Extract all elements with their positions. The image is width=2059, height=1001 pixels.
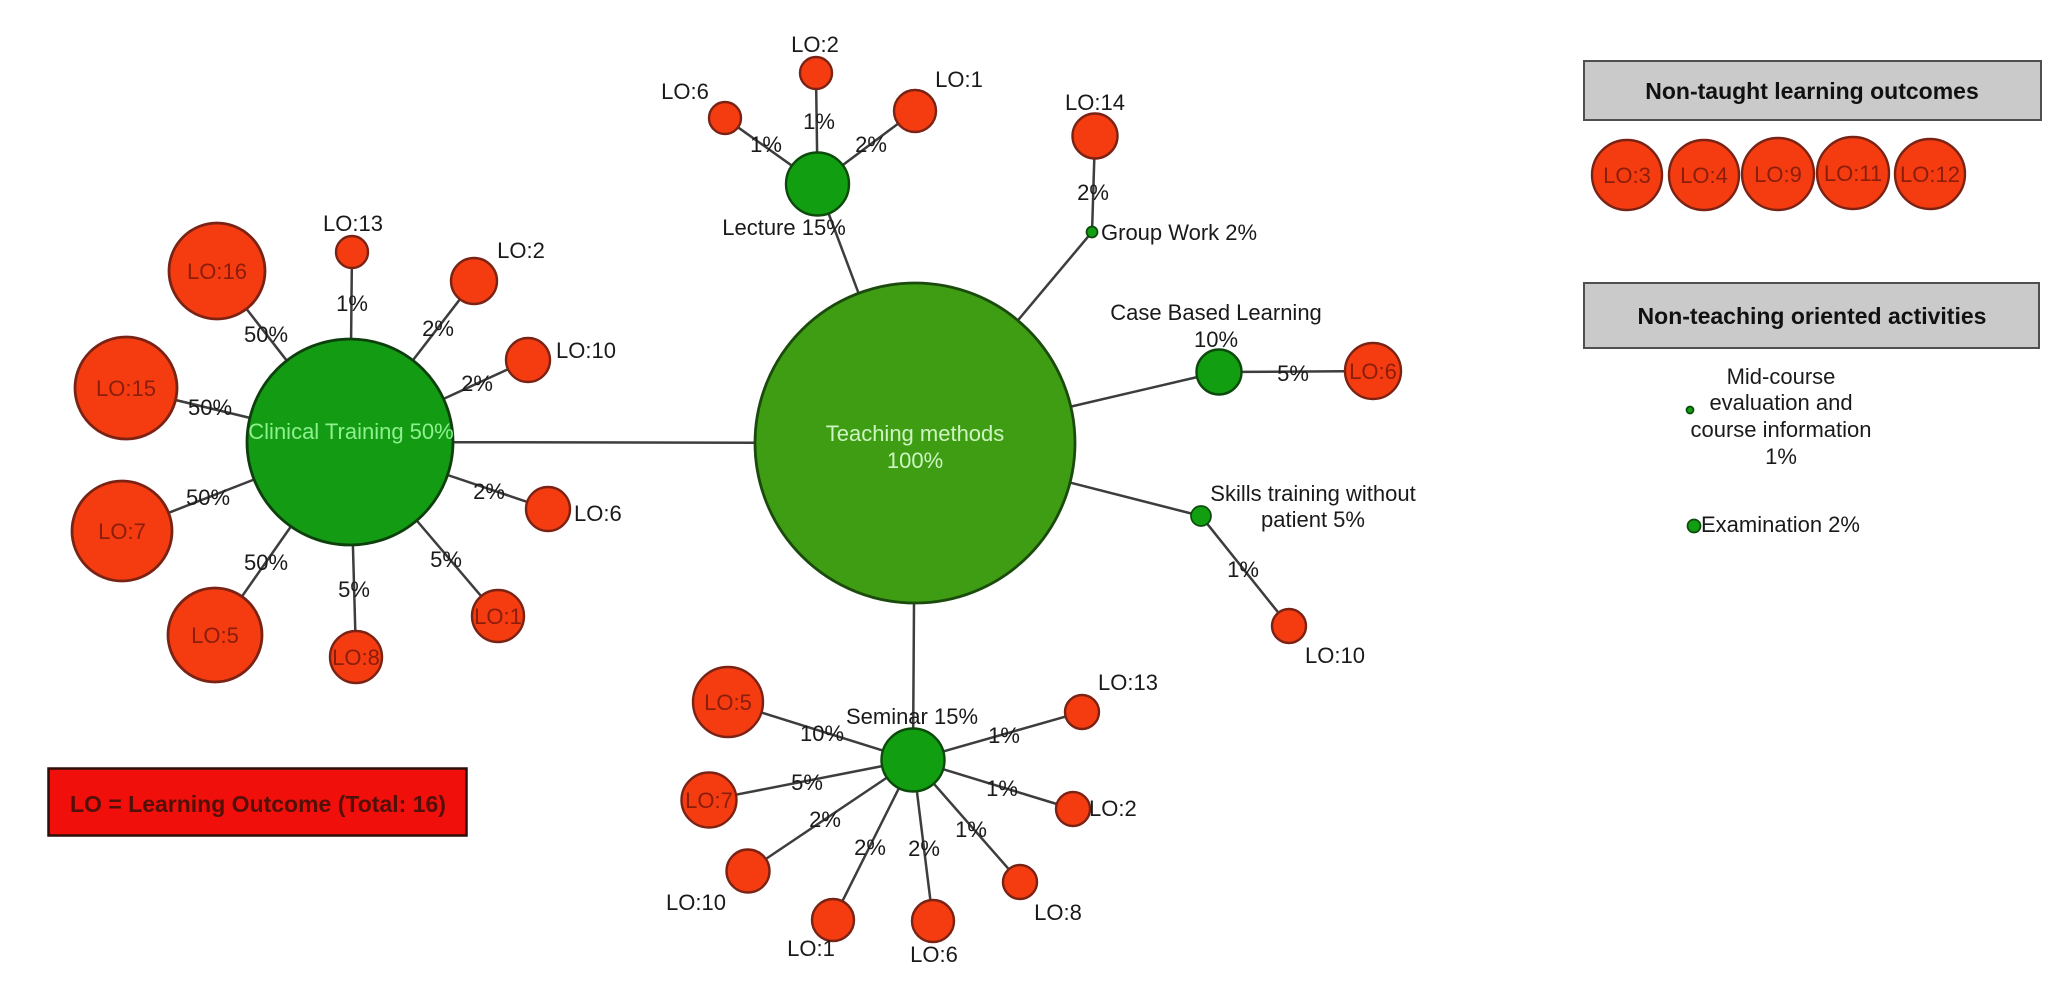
svg-text:LO:14: LO:14 xyxy=(1065,90,1125,115)
svg-text:Mid-course: Mid-course xyxy=(1727,364,1836,389)
svg-text:LO:2: LO:2 xyxy=(791,32,839,57)
svg-text:1%: 1% xyxy=(336,291,368,316)
svg-text:1%: 1% xyxy=(1765,444,1797,469)
svg-text:Clinical Training 50%: Clinical Training 50% xyxy=(248,419,453,444)
svg-text:10%: 10% xyxy=(800,721,844,746)
svg-text:LO:3: LO:3 xyxy=(1603,163,1651,188)
svg-text:LO = Learning Outcome (Total:: LO = Learning Outcome (Total: 16) xyxy=(70,791,446,817)
svg-text:50%: 50% xyxy=(186,485,230,510)
svg-text:2%: 2% xyxy=(422,316,454,341)
svg-text:course information: course information xyxy=(1691,417,1872,442)
svg-text:LO:9: LO:9 xyxy=(1754,162,1802,187)
svg-text:2%: 2% xyxy=(908,836,940,861)
svg-text:Teaching methods: Teaching methods xyxy=(826,421,1005,446)
svg-text:2%: 2% xyxy=(473,479,505,504)
svg-text:1%: 1% xyxy=(803,109,835,134)
svg-text:LO:1: LO:1 xyxy=(787,936,835,961)
svg-text:10%: 10% xyxy=(1194,327,1238,352)
svg-text:LO:6: LO:6 xyxy=(1349,359,1397,384)
svg-text:LO:11: LO:11 xyxy=(1824,161,1882,186)
svg-text:LO:1: LO:1 xyxy=(935,67,983,92)
svg-text:LO:1: LO:1 xyxy=(474,604,522,629)
svg-text:LO:6: LO:6 xyxy=(661,79,709,104)
svg-text:LO:8: LO:8 xyxy=(1034,900,1082,925)
svg-text:LO:7: LO:7 xyxy=(98,519,146,544)
svg-text:LO:16: LO:16 xyxy=(187,259,247,284)
svg-text:Lecture 15%: Lecture 15% xyxy=(722,215,846,240)
svg-text:LO:12: LO:12 xyxy=(1900,162,1960,187)
svg-text:LO:13: LO:13 xyxy=(1098,670,1158,695)
svg-text:5%: 5% xyxy=(1277,361,1309,386)
svg-text:LO:6: LO:6 xyxy=(574,501,622,526)
svg-text:LO:5: LO:5 xyxy=(704,690,752,715)
svg-text:LO:10: LO:10 xyxy=(1305,643,1365,668)
svg-text:LO:10: LO:10 xyxy=(556,338,616,363)
svg-text:LO:2: LO:2 xyxy=(497,238,545,263)
svg-text:2%: 2% xyxy=(809,807,841,832)
svg-text:LO:8: LO:8 xyxy=(332,645,380,670)
svg-text:1%: 1% xyxy=(988,723,1020,748)
svg-text:Non-taught learning outcomes: Non-taught learning outcomes xyxy=(1645,78,1979,104)
svg-text:Case Based Learning: Case Based Learning xyxy=(1110,300,1322,325)
svg-text:1%: 1% xyxy=(986,776,1018,801)
svg-text:evaluation and: evaluation and xyxy=(1709,390,1852,415)
svg-text:5%: 5% xyxy=(791,770,823,795)
svg-text:1%: 1% xyxy=(750,132,782,157)
svg-text:100%: 100% xyxy=(887,448,943,473)
svg-text:50%: 50% xyxy=(244,322,288,347)
svg-text:5%: 5% xyxy=(338,577,370,602)
svg-text:Non-teaching oriented activiti: Non-teaching oriented activities xyxy=(1638,303,1987,329)
svg-text:Examination 2%: Examination 2% xyxy=(1701,512,1860,537)
svg-text:LO:5: LO:5 xyxy=(191,623,239,648)
svg-text:50%: 50% xyxy=(188,395,232,420)
svg-text:5%: 5% xyxy=(430,547,462,572)
svg-text:2%: 2% xyxy=(461,371,493,396)
svg-text:2%: 2% xyxy=(1077,180,1109,205)
svg-text:LO:15: LO:15 xyxy=(96,376,156,401)
svg-text:LO:7: LO:7 xyxy=(685,788,733,813)
svg-text:LO:10: LO:10 xyxy=(666,890,726,915)
svg-text:LO:4: LO:4 xyxy=(1680,163,1728,188)
svg-text:1%: 1% xyxy=(955,817,987,842)
svg-text:LO:2: LO:2 xyxy=(1089,796,1137,821)
svg-text:LO:13: LO:13 xyxy=(323,211,383,236)
svg-text:2%: 2% xyxy=(854,835,886,860)
svg-text:Group Work 2%: Group Work 2% xyxy=(1101,220,1257,245)
svg-text:LO:6: LO:6 xyxy=(910,942,958,967)
svg-text:patient 5%: patient 5% xyxy=(1261,507,1365,532)
svg-text:Skills training without: Skills training without xyxy=(1210,481,1415,506)
svg-text:Seminar 15%: Seminar 15% xyxy=(846,704,978,729)
svg-text:1%: 1% xyxy=(1227,557,1259,582)
svg-text:50%: 50% xyxy=(244,550,288,575)
svg-text:2%: 2% xyxy=(855,132,887,157)
